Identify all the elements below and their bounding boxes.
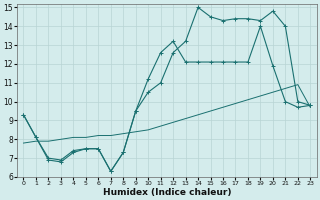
- X-axis label: Humidex (Indice chaleur): Humidex (Indice chaleur): [103, 188, 231, 197]
